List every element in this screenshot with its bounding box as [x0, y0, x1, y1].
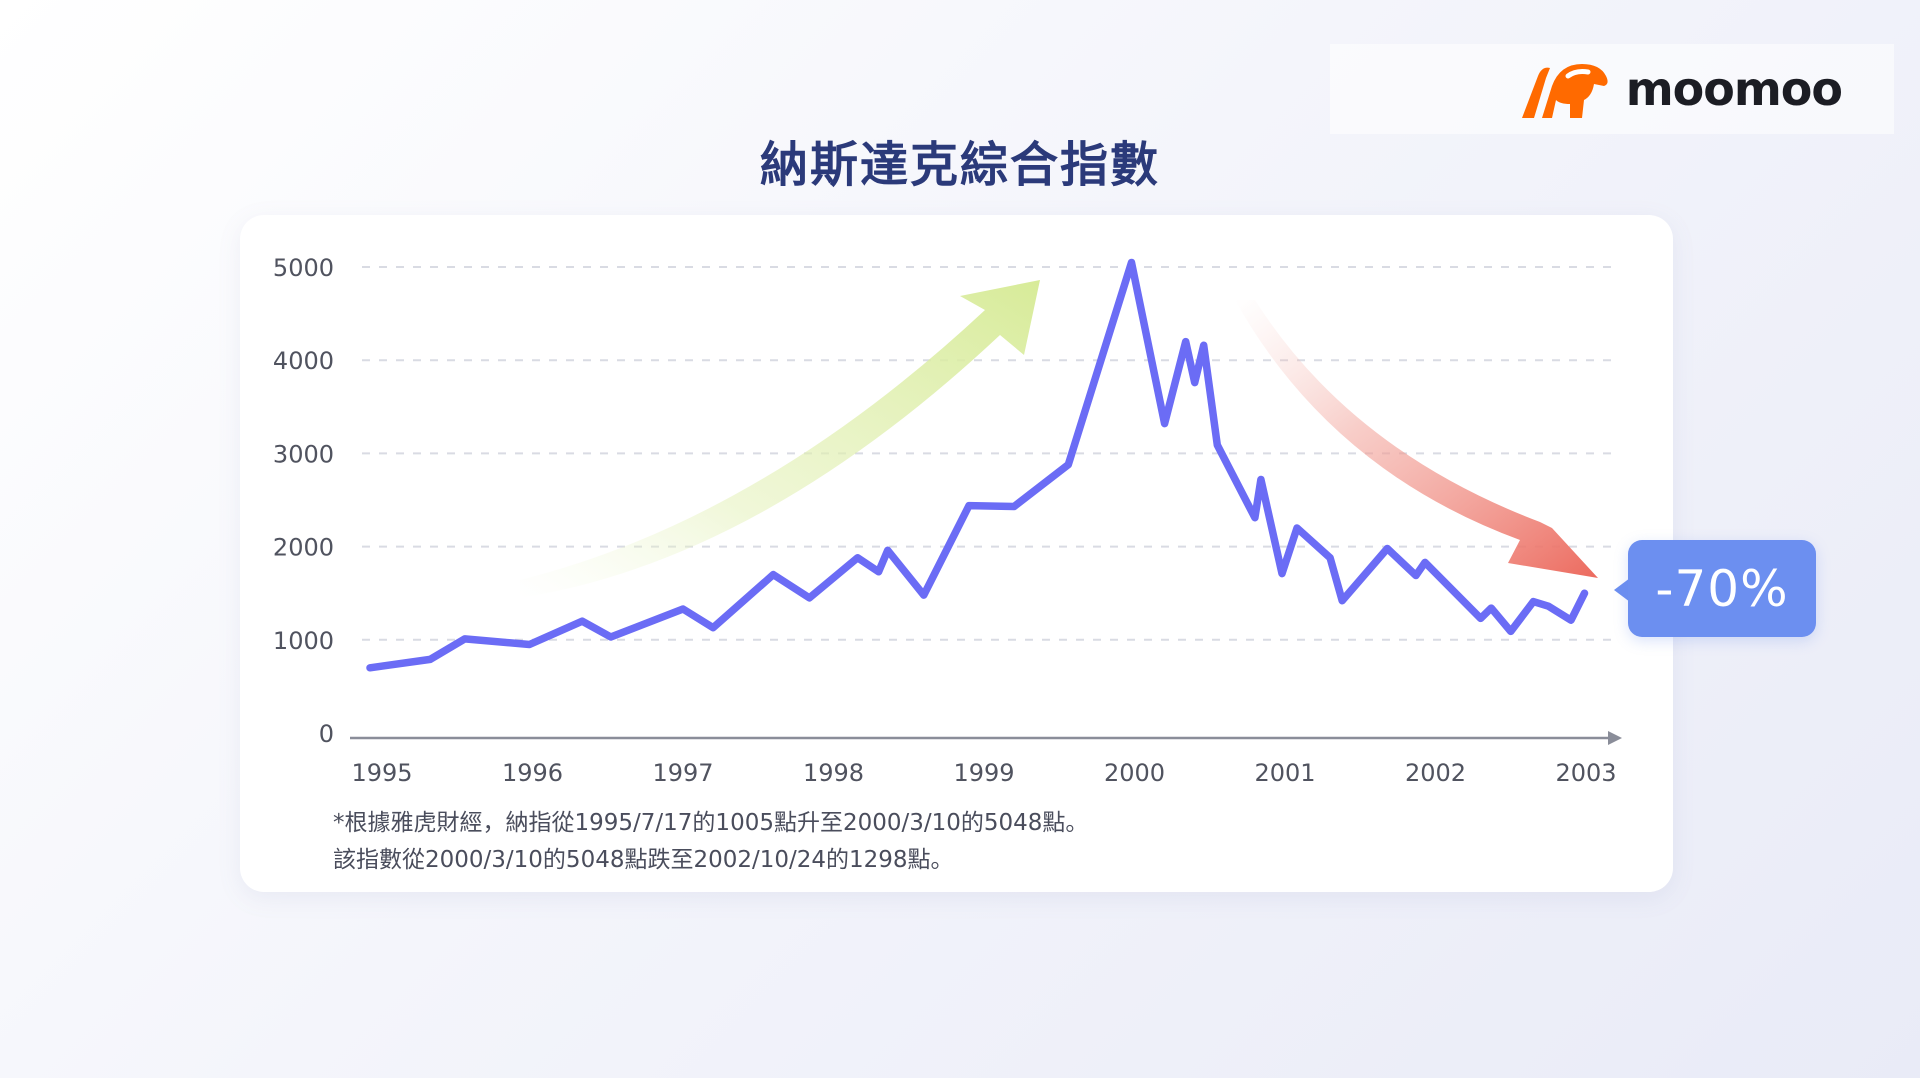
x-axis-arrowhead: [1608, 731, 1622, 745]
x-tick-label: 1999: [953, 759, 1014, 787]
brand-name: moomoo: [1625, 62, 1843, 116]
x-tick-label: 1996: [502, 759, 563, 787]
decline-badge: -70%: [1628, 540, 1816, 637]
y-tick-label: 0: [319, 720, 334, 748]
x-tick-label: 1998: [803, 759, 864, 787]
y-tick-label: 2000: [273, 534, 334, 562]
badge-pointer: [1614, 578, 1630, 602]
nasdaq-series-line: [366, 258, 1589, 672]
x-tick-label: 2000: [1104, 759, 1165, 787]
x-tick-label: 1997: [652, 759, 713, 787]
rising-trend-arrow: [520, 280, 1040, 598]
x-tick-label: 2002: [1405, 759, 1466, 787]
chart-title: 納斯達克綜合指數: [759, 137, 1160, 193]
x-tick-label: 1995: [351, 759, 412, 787]
footnote-line-1: *根據雅虎財經，納指從1995/7/17的1005點升至2000/3/10的50…: [333, 810, 1089, 836]
x-tick-label: 2001: [1254, 759, 1315, 787]
moomoo-bull-icon: [1521, 64, 1608, 118]
chart-card: [240, 215, 1673, 892]
x-tick-label: 2003: [1555, 759, 1616, 787]
y-tick-label: 1000: [273, 627, 334, 655]
y-tick-label: 3000: [273, 440, 334, 468]
brand-logo: moomoo: [1330, 44, 1894, 134]
y-tick-label: 5000: [273, 254, 334, 282]
y-tick-label: 4000: [273, 347, 334, 375]
footnote-line-2: 該指數從2000/3/10的5048點跌至2002/10/24的1298點。: [333, 847, 954, 873]
footnote: *根據雅虎財經，納指從1995/7/17的1005點升至2000/3/10的50…: [333, 805, 1088, 879]
falling-trend-arrow: [1235, 300, 1598, 578]
